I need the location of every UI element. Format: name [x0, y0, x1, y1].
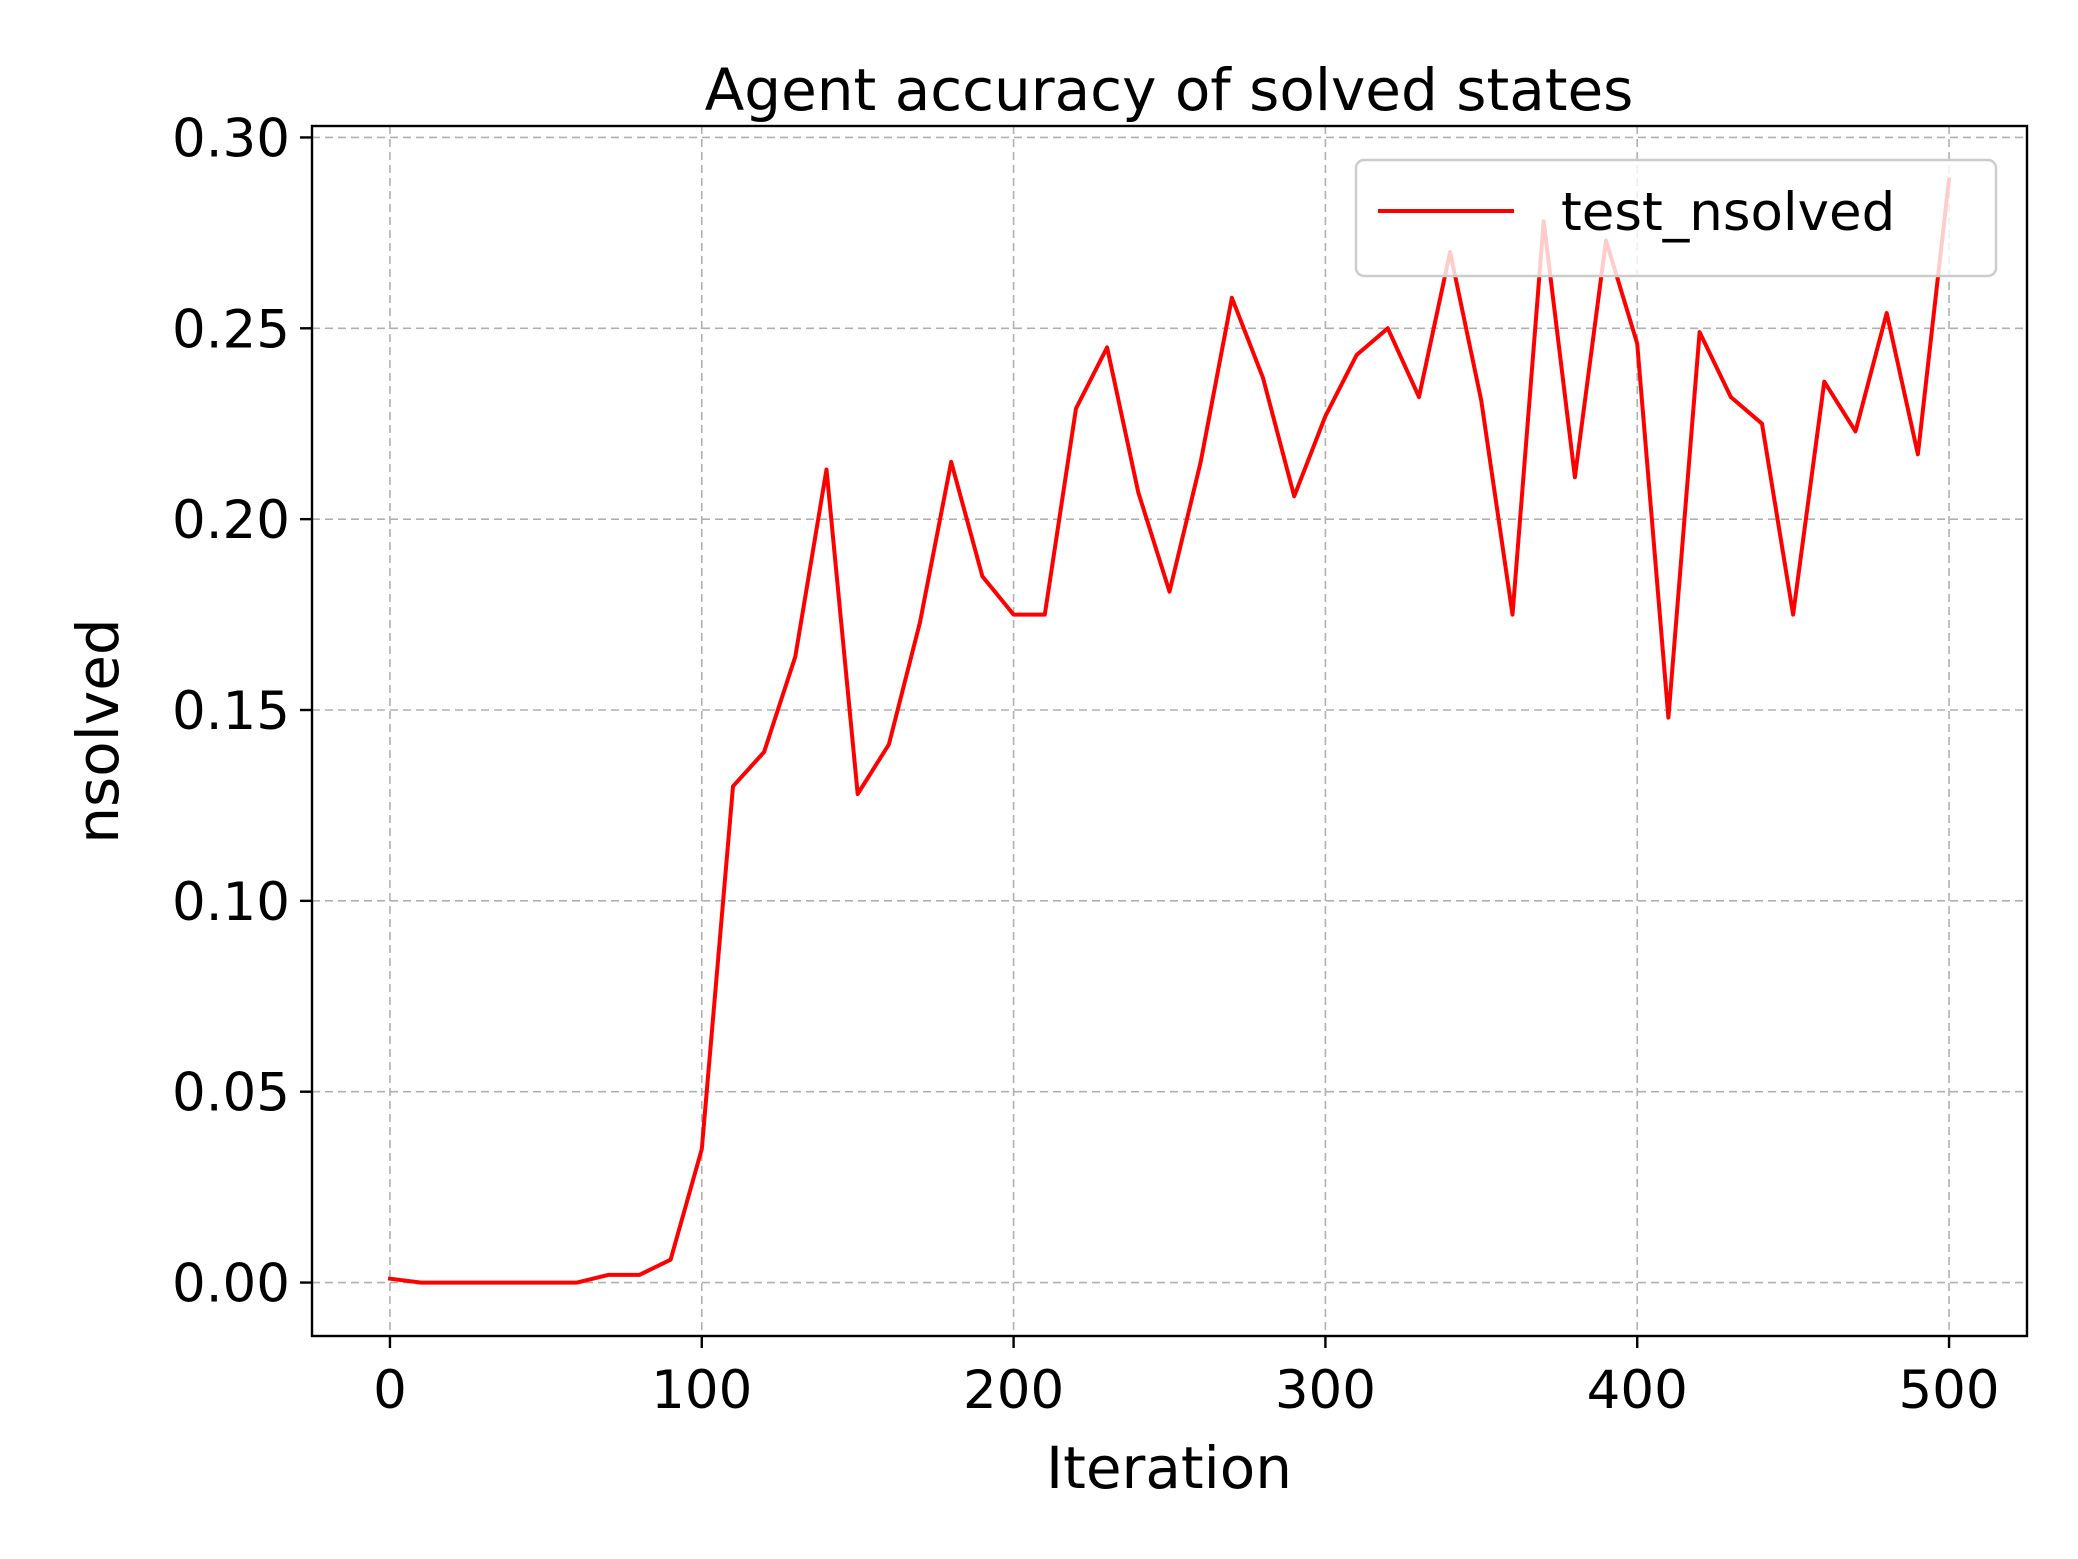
y-tick-label: 0.15 — [172, 681, 290, 742]
plot-frame — [310, 124, 2029, 1338]
grid — [312, 126, 2027, 1336]
x-tick-label: 300 — [1275, 1360, 1376, 1421]
legend: test_nsolved — [1354, 158, 1998, 278]
plot-area — [312, 126, 2027, 1336]
y-tick-label: 0.05 — [172, 1063, 290, 1124]
series-line-test-nsolved — [387, 177, 1952, 1285]
x-tick-label: 100 — [651, 1360, 752, 1421]
x-axis-label: Iteration — [1046, 1434, 1292, 1502]
y-tick-label: 0.10 — [172, 872, 290, 933]
x-tick-label: 500 — [1898, 1360, 1999, 1421]
y-tick-label: 0.25 — [172, 299, 290, 360]
legend-box — [1354, 158, 1998, 278]
y-tick-label: 0.00 — [172, 1254, 290, 1315]
y-axis: 0.00 0.05 0.10 0.15 0.20 0.25 0.30 — [172, 108, 312, 1315]
x-tick-label: 0 — [373, 1360, 407, 1421]
x-axis: 0 100 200 300 400 500 — [373, 1336, 2000, 1421]
x-tick-label: 400 — [1587, 1360, 1688, 1421]
chart-title: Agent accuracy of solved states — [705, 56, 1634, 124]
y-axis-label: nsolved — [64, 618, 132, 843]
legend-label: test_nsolved — [1561, 182, 1895, 243]
y-tick-label: 0.20 — [172, 490, 290, 551]
y-tick-label: 0.30 — [172, 108, 290, 169]
series-layer — [387, 177, 1952, 1285]
x-tick-label: 200 — [963, 1360, 1064, 1421]
